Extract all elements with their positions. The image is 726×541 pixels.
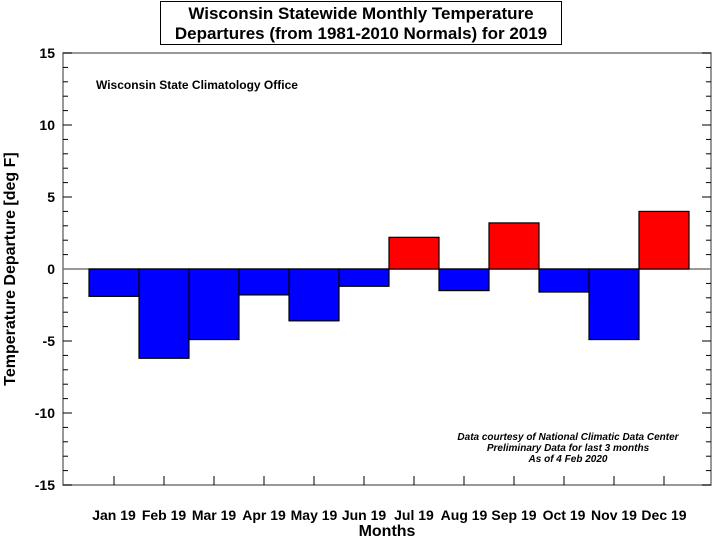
y-tick-label: 5: [47, 189, 55, 205]
bar-jun-19: [338, 268, 390, 287]
x-tick-label: Oct 19: [543, 507, 586, 523]
bar-oct-19: [538, 268, 590, 293]
annotation-data-note: As of 4 Feb 2020: [528, 454, 608, 465]
x-tick-label: Aug 19: [441, 507, 488, 523]
x-tick-label: Mar 19: [192, 507, 237, 523]
y-tick-label: -5: [43, 333, 56, 349]
annotation-data-note: Preliminary Data for last 3 months: [487, 443, 650, 454]
x-tick-label: Nov 19: [591, 507, 637, 523]
y-tick-label: 15: [39, 45, 55, 61]
y-tick-label: 0: [47, 261, 55, 277]
x-tick-label: Sep 19: [491, 507, 536, 523]
title-line-2: Departures (from 1981-2010 Normals) for …: [174, 24, 548, 43]
title-line-1: Wisconsin Statewide Monthly Temperature: [188, 4, 534, 23]
y-tick-label: -15: [35, 477, 55, 493]
x-axis-label: Months: [359, 523, 416, 540]
bar-jan-19: [88, 268, 140, 297]
x-tick-label: Jan 19: [92, 507, 136, 523]
annotation-source-office: Wisconsin State Climatology Office: [96, 78, 298, 92]
bar-nov-19: [588, 268, 640, 341]
bar-may-19: [288, 268, 340, 322]
bar-feb-19: [138, 268, 190, 359]
y-axis-label: Temperature Departure [deg F]: [2, 152, 19, 386]
bar-sep-19: [488, 222, 540, 270]
bar-jul-19: [388, 236, 440, 270]
x-tick-label: Jun 19: [342, 507, 387, 523]
y-tick-label: 10: [39, 117, 55, 133]
x-tick-label: Feb 19: [142, 507, 187, 523]
x-tick-label: Dec 19: [641, 507, 686, 523]
annotation-data-note: Data courtesy of National Climatic Data …: [457, 432, 679, 443]
x-tick-label: Jul 19: [394, 507, 434, 523]
bar-mar-19: [188, 268, 240, 341]
x-tick-label: Apr 19: [242, 507, 286, 523]
chart-title: Wisconsin Statewide Monthly Temperature …: [160, 1, 562, 45]
bar-apr-19: [238, 268, 290, 296]
x-tick-label: May 19: [291, 507, 338, 523]
bar-dec-19: [638, 210, 690, 270]
y-tick-label: -10: [35, 405, 55, 421]
bar-aug-19: [438, 268, 490, 292]
